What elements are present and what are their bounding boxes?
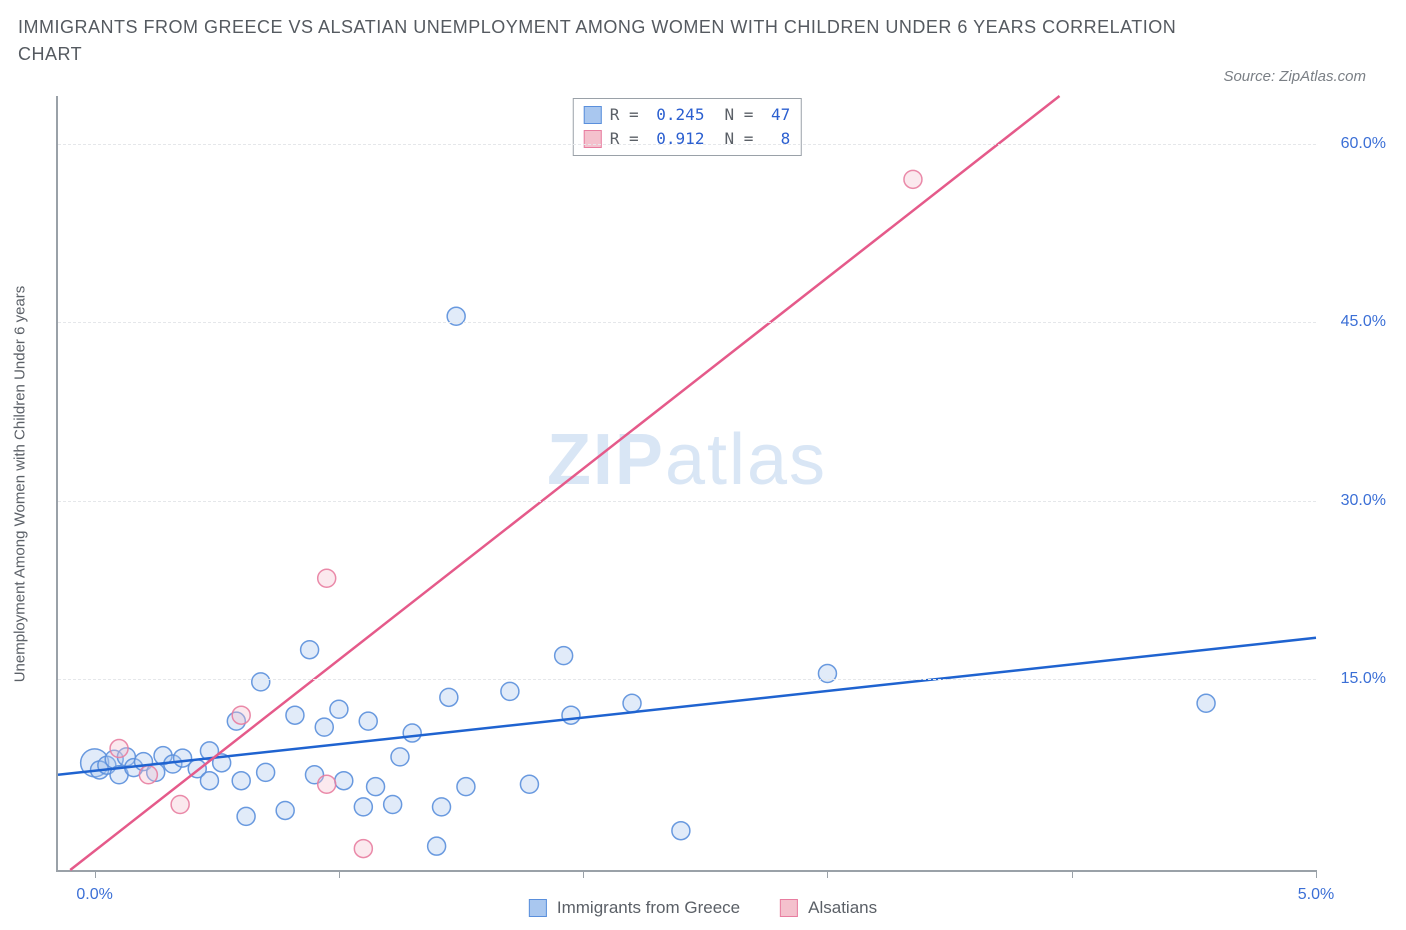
r-label: R = [610, 127, 649, 151]
y-axis-title: Unemployment Among Women with Children U… [12, 286, 29, 683]
legend-swatch [529, 899, 547, 917]
x-tick [339, 870, 340, 878]
source-label: Source: ZipAtlas.com [1223, 68, 1366, 85]
data-point [501, 682, 519, 700]
data-point [433, 798, 451, 816]
data-point [623, 694, 641, 712]
legend-item: Alsatians [780, 898, 877, 918]
stats-row: R = 0.245 N = 47 [584, 103, 791, 127]
data-point [200, 772, 218, 790]
legend-swatch [780, 899, 798, 917]
data-point [232, 706, 250, 724]
data-point [672, 822, 690, 840]
data-point [457, 778, 475, 796]
data-point [354, 840, 372, 858]
data-point [315, 718, 333, 736]
data-point [301, 641, 319, 659]
data-point [354, 798, 372, 816]
stats-row: R = 0.912 N = 8 [584, 127, 791, 151]
n-value: 8 [771, 127, 790, 151]
data-point [440, 688, 458, 706]
data-point [139, 766, 157, 784]
gridline [58, 679, 1316, 680]
gridline [58, 144, 1316, 145]
n-label: N = [724, 127, 763, 151]
y-tick-label: 45.0% [1326, 313, 1386, 331]
data-point [520, 775, 538, 793]
data-point [286, 706, 304, 724]
trend-line [70, 96, 1059, 870]
gridline [58, 501, 1316, 502]
y-tick-label: 60.0% [1326, 135, 1386, 153]
gridline [58, 322, 1316, 323]
y-tick-label: 30.0% [1326, 492, 1386, 510]
data-point [359, 712, 377, 730]
data-point [562, 706, 580, 724]
data-point [391, 748, 409, 766]
data-point [904, 170, 922, 188]
r-value: 0.245 [656, 103, 704, 127]
y-tick-label: 15.0% [1326, 670, 1386, 688]
stats-box: R = 0.245 N = 47 R = 0.912 N = 8 [573, 98, 802, 156]
x-tick-label: 5.0% [1298, 886, 1334, 904]
data-point [330, 700, 348, 718]
legend-swatch [584, 106, 602, 124]
data-point [403, 724, 421, 742]
data-point [257, 763, 275, 781]
plot-area: ZIPatlas R = 0.245N = 47R = 0.912N = 8 1… [56, 96, 1316, 872]
x-tick [1072, 870, 1073, 878]
data-point [428, 837, 446, 855]
x-tick [95, 870, 96, 878]
data-point [252, 673, 270, 691]
data-point [232, 772, 250, 790]
data-point [555, 647, 573, 665]
n-value: 47 [771, 103, 790, 127]
x-tick [1316, 870, 1317, 878]
x-tick [583, 870, 584, 878]
data-point [367, 778, 385, 796]
r-label: R = [610, 103, 649, 127]
r-value: 0.912 [656, 127, 704, 151]
chart-title: IMMIGRANTS FROM GREECE VS ALSATIAN UNEMP… [18, 14, 1206, 68]
data-point [335, 772, 353, 790]
x-tick [827, 870, 828, 878]
n-label: N = [724, 103, 763, 127]
data-point [318, 569, 336, 587]
legend-label: Immigrants from Greece [557, 898, 740, 918]
data-point [276, 801, 294, 819]
bottom-legend: Immigrants from Greece Alsatians [529, 898, 877, 918]
x-tick-label: 0.0% [76, 886, 112, 904]
plot-svg [58, 96, 1316, 870]
data-point [110, 740, 128, 758]
plot-wrap: Unemployment Among Women with Children U… [56, 96, 1316, 872]
legend-swatch [584, 130, 602, 148]
data-point [384, 796, 402, 814]
data-point [171, 796, 189, 814]
data-point [237, 807, 255, 825]
legend-label: Alsatians [808, 898, 877, 918]
data-point [318, 775, 336, 793]
trend-line [58, 638, 1316, 775]
legend-item: Immigrants from Greece [529, 898, 740, 918]
data-point [1197, 694, 1215, 712]
